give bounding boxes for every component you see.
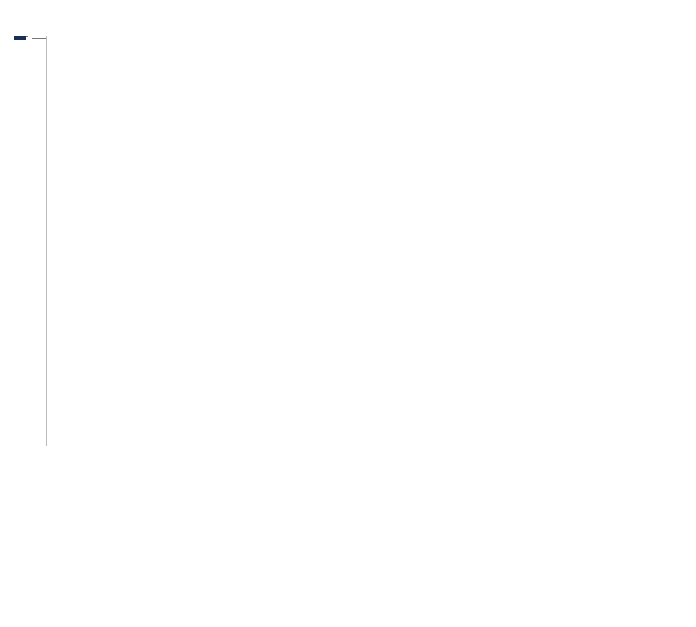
legend-connector xyxy=(32,38,46,39)
plot-area xyxy=(46,36,541,446)
chart-container xyxy=(14,36,682,516)
legend-bottom xyxy=(14,36,50,40)
x-axis-labels xyxy=(52,454,535,564)
highlight-value xyxy=(14,36,26,40)
bars xyxy=(53,36,535,446)
